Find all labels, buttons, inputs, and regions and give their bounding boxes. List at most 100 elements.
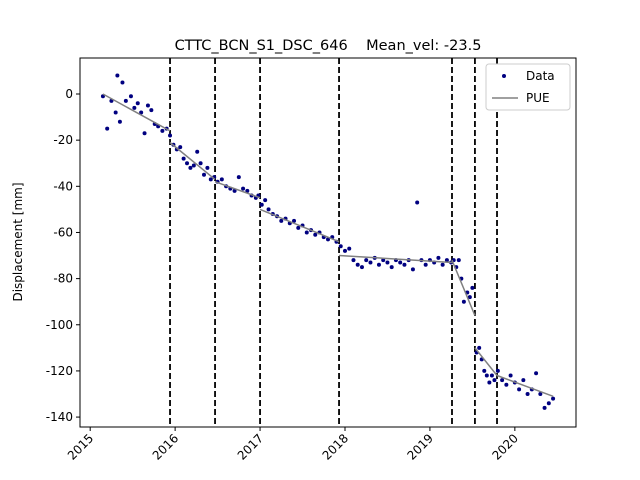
y-tick-label: -20: [53, 133, 73, 147]
data-point: [232, 188, 237, 193]
data-point: [123, 98, 128, 103]
data-point: [188, 165, 193, 170]
data-point: [456, 258, 461, 263]
data-point: [338, 244, 343, 249]
data-point: [470, 285, 475, 290]
data-point: [542, 405, 547, 410]
data-point: [489, 373, 494, 378]
data-point: [241, 186, 246, 191]
y-tick-label: -120: [46, 364, 73, 378]
data-point: [504, 382, 509, 387]
legend-marker: [502, 74, 506, 78]
data-point: [342, 248, 347, 253]
data-point: [410, 267, 415, 272]
y-tick-label: -140: [46, 410, 73, 424]
data-point: [259, 202, 264, 207]
data-point: [500, 378, 505, 383]
legend-label: PUE: [526, 91, 550, 105]
data-point: [198, 161, 203, 166]
data-point: [105, 126, 110, 131]
data-point: [128, 94, 133, 99]
data-point: [115, 73, 120, 78]
x-tick-label: 2020: [489, 431, 520, 462]
data-point: [364, 258, 369, 263]
data-point: [279, 218, 284, 223]
data-point: [245, 188, 250, 193]
data-point: [359, 265, 364, 270]
data-point: [304, 230, 309, 235]
pue-line: [102, 93, 554, 398]
data-point: [236, 175, 241, 180]
chart-title: CTTC_BCN_S1_DSC_646 Mean_vel: -23.5: [175, 38, 482, 54]
y-tick-label: -40: [53, 179, 73, 193]
data-point: [525, 392, 530, 396]
data-point: [376, 262, 381, 267]
data-point: [135, 101, 140, 106]
plot-frame: [79, 57, 577, 428]
data-point: [191, 163, 196, 168]
data-point: [351, 258, 356, 263]
x-tick-label: 2018: [320, 431, 351, 462]
data-point: [368, 260, 373, 265]
data-point: [402, 262, 407, 267]
x-tick-label: 2016: [150, 431, 181, 462]
data-point: [495, 368, 500, 373]
data-point: [551, 396, 556, 401]
data-point: [263, 198, 268, 203]
x-tick-label: 2015: [65, 431, 96, 462]
data-point: [181, 156, 186, 161]
data-point: [178, 145, 183, 150]
data-point: [482, 368, 487, 373]
data-point: [546, 401, 551, 406]
data-point: [423, 262, 428, 267]
data-point: [385, 260, 390, 265]
data-point: [113, 110, 118, 115]
data-point: [534, 371, 539, 376]
y-tick-label: -80: [53, 272, 73, 286]
data-point: [347, 246, 352, 251]
data-point: [296, 225, 301, 230]
data-point: [139, 110, 144, 115]
data-point: [467, 295, 472, 300]
data-point: [185, 161, 190, 166]
data-point: [160, 128, 165, 133]
y-axis-label: Displacement [mm]: [11, 182, 25, 301]
legend-label: Data: [526, 69, 555, 83]
y-tick-label: 0: [65, 87, 73, 101]
data-point: [487, 380, 492, 385]
data-point: [120, 80, 125, 85]
data-point: [219, 177, 224, 182]
data-point: [149, 108, 154, 113]
data-point: [436, 255, 441, 260]
y-tick-label: -60: [53, 225, 73, 239]
data-point: [477, 345, 482, 350]
data-point: [492, 378, 497, 383]
data-point: [355, 262, 360, 267]
data-point: [398, 260, 403, 265]
data-point: [381, 258, 386, 263]
data-point: [168, 133, 173, 138]
data-point: [415, 200, 420, 205]
data-point: [508, 373, 513, 378]
data-point: [521, 378, 526, 383]
data-point: [132, 105, 137, 110]
x-tick-label: 2019: [405, 431, 436, 462]
data-point: [517, 387, 522, 392]
data-point: [461, 299, 466, 304]
data-point: [440, 262, 445, 267]
data-point: [202, 172, 206, 177]
data-point: [538, 392, 543, 396]
data-point: [208, 177, 213, 182]
data-point: [389, 265, 394, 270]
data-point: [117, 119, 122, 124]
x-tick-label: 2017: [235, 431, 266, 462]
data-point: [145, 103, 150, 108]
data-point: [484, 373, 489, 378]
data-point: [292, 218, 297, 223]
y-tick-label: -100: [46, 318, 73, 332]
data-point: [313, 232, 318, 237]
data-point: [205, 165, 210, 170]
data-point: [444, 258, 449, 263]
